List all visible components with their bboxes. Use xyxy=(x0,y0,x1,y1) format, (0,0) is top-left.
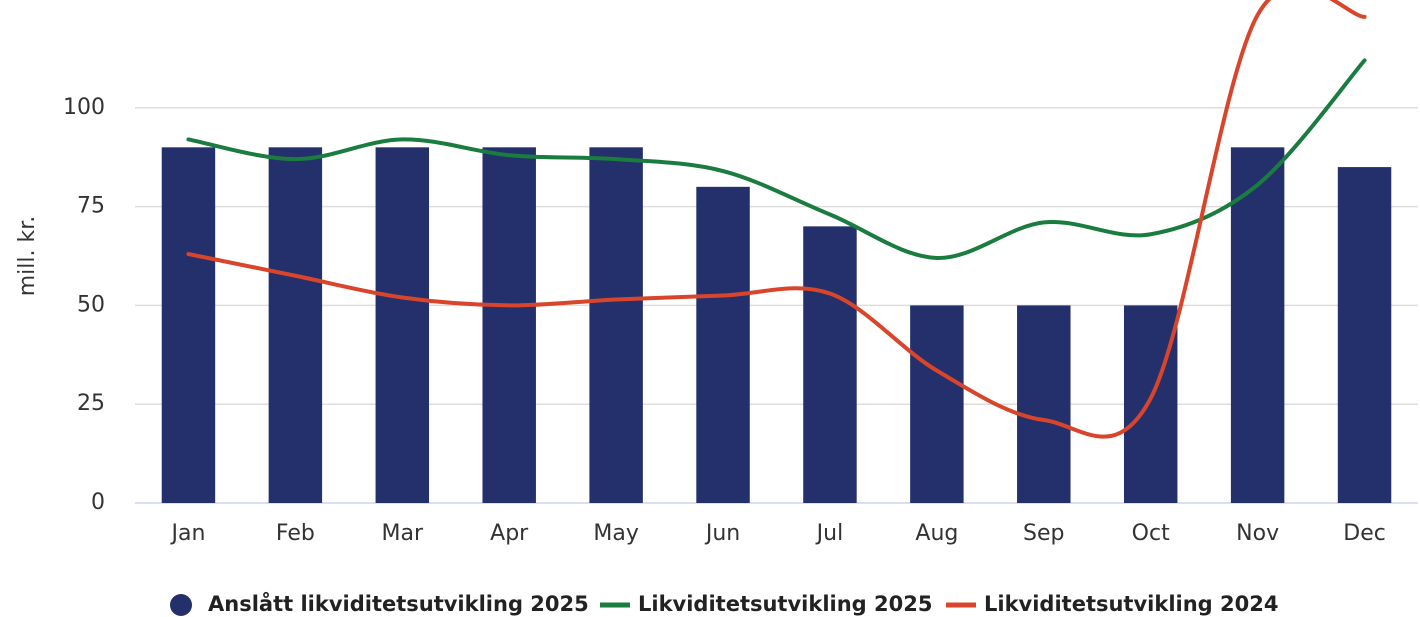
bar xyxy=(589,147,643,503)
y-tick-label: 50 xyxy=(77,292,105,317)
bar xyxy=(1017,305,1071,503)
bar xyxy=(161,147,216,503)
bar xyxy=(696,186,750,503)
bar xyxy=(1337,167,1392,503)
legend: Anslått likviditetsutvikling 2025 Likvidi… xyxy=(170,591,1278,616)
bar xyxy=(910,305,964,503)
x-tick-label: Jul xyxy=(815,521,844,546)
bar xyxy=(1230,147,1285,503)
x-tick-label: Aug xyxy=(915,521,958,546)
y-tick-label: 0 xyxy=(91,490,105,515)
y-tick-label: 25 xyxy=(77,391,105,416)
y-tick-label: 75 xyxy=(77,194,105,219)
line xyxy=(186,58,1367,260)
x-tick-label: May xyxy=(593,521,638,546)
legend-symbol xyxy=(170,594,192,616)
legend-label: Likviditetsutvikling 2025 xyxy=(638,592,932,616)
x-tick-label: Mar xyxy=(382,521,424,546)
line xyxy=(186,0,1367,439)
x-tick-label: Jun xyxy=(704,521,740,546)
legend-label: Likviditetsutvikling 2024 xyxy=(984,592,1278,616)
x-tick-label: Nov xyxy=(1236,521,1279,546)
bar xyxy=(375,147,430,503)
y-axis-label: mill. kr. xyxy=(15,216,40,297)
x-tick-label: Apr xyxy=(490,521,529,546)
bar xyxy=(1123,305,1178,503)
x-tick-label: Feb xyxy=(276,521,315,546)
x-tick-label: Dec xyxy=(1343,521,1386,546)
x-tick-label: Oct xyxy=(1132,521,1170,546)
bar xyxy=(482,147,536,503)
x-tick-label: Jan xyxy=(169,521,205,546)
y-tick-label: 100 xyxy=(63,95,105,120)
legend-label: Anslått likviditetsutvikling 2025 xyxy=(208,591,589,616)
x-tick-label: Sep xyxy=(1023,521,1064,546)
bar xyxy=(803,226,857,504)
bar xyxy=(268,147,323,503)
